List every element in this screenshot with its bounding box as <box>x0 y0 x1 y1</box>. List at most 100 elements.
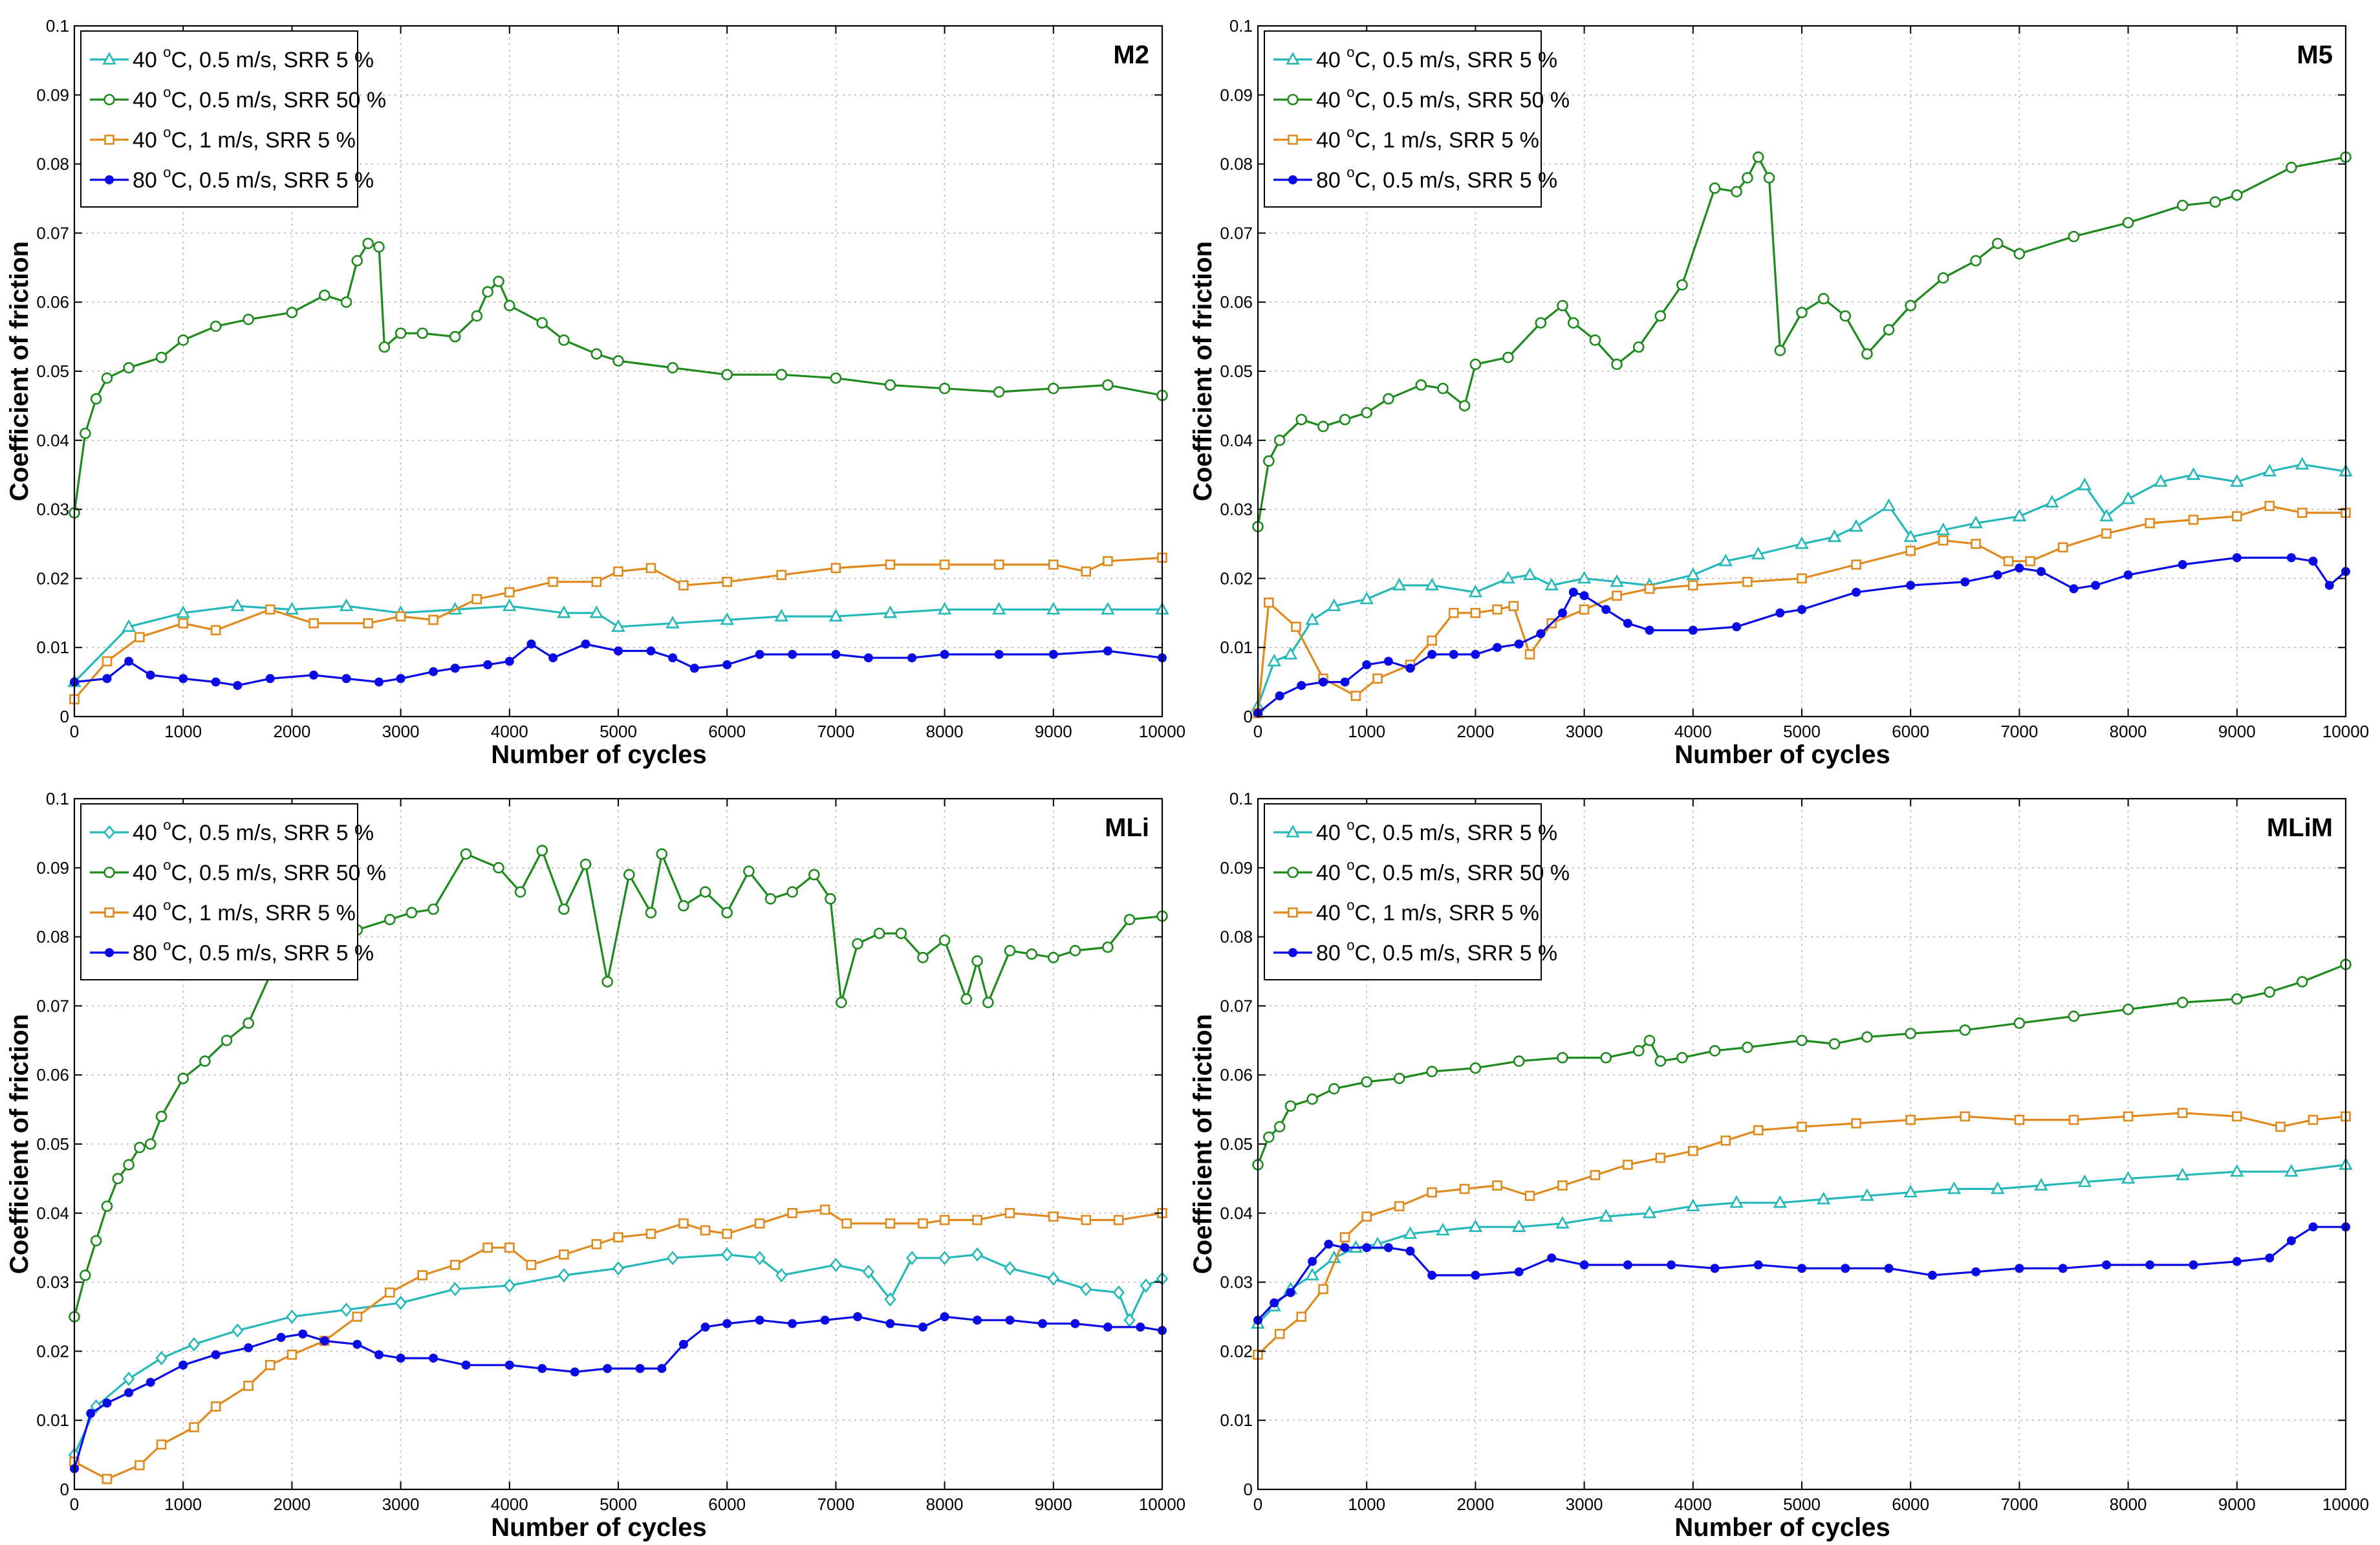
data-point <box>1860 1188 1874 1201</box>
data-point <box>830 1257 842 1272</box>
data-point <box>2232 553 2242 563</box>
data-point <box>341 674 351 684</box>
data-point <box>340 1302 352 1317</box>
data-point <box>416 327 429 340</box>
data-point <box>1971 539 1981 549</box>
legend-swatch-marker <box>1287 867 1299 878</box>
x-tick-label: 1000 <box>164 1495 202 1514</box>
data-point <box>146 670 155 680</box>
y-tick-label: 0.04 <box>36 1204 69 1223</box>
data-point <box>1688 580 1698 590</box>
data-point <box>1324 1239 1334 1249</box>
data-point <box>178 618 189 629</box>
series-line <box>1257 463 2346 707</box>
data-point <box>1508 601 1519 611</box>
data-point <box>721 1247 733 1262</box>
data-point <box>1991 237 2004 250</box>
data-point <box>1753 1125 1764 1136</box>
data-point <box>461 1360 471 1370</box>
data-point <box>286 307 298 319</box>
data-point <box>645 1229 656 1239</box>
y-tick-label: 0.06 <box>36 1065 69 1085</box>
data-point <box>1688 625 1698 635</box>
data-point <box>1449 649 1458 659</box>
data-point <box>2058 1264 2068 1273</box>
x-tick-label: 8000 <box>926 1495 964 1514</box>
data-point <box>1383 393 1394 405</box>
data-point <box>1709 182 1721 194</box>
data-point <box>1048 1211 1059 1222</box>
data-point <box>635 1364 645 1374</box>
legend-swatch-marker <box>1288 948 1297 957</box>
x-axis-title: Number of cycles <box>1674 740 1890 769</box>
data-point <box>1048 559 1059 570</box>
legend-swatch-marker <box>103 867 115 878</box>
data-point <box>960 993 973 1005</box>
data-point <box>2014 1114 2025 1125</box>
data-point <box>482 1242 493 1253</box>
data-point <box>362 237 374 250</box>
y-tick-label: 0.04 <box>1220 1204 1253 1223</box>
x-tick-label: 1000 <box>1348 722 1385 741</box>
data-point <box>918 1323 927 1332</box>
data-point <box>2013 248 2026 260</box>
data-point <box>2189 1260 2198 1269</box>
data-point <box>918 1218 928 1229</box>
data-point <box>2099 508 2114 522</box>
data-point <box>1763 172 1775 184</box>
data-point <box>2176 1167 2190 1180</box>
x-tick-label: 7000 <box>2000 1495 2038 1514</box>
data-point <box>1936 522 1951 535</box>
data-point <box>155 1110 168 1123</box>
series-2 <box>69 845 1168 1323</box>
data-point <box>1709 1045 1721 1057</box>
data-point <box>384 914 396 925</box>
x-tick-label: 9000 <box>2218 1495 2256 1514</box>
data-point <box>427 903 439 915</box>
data-point <box>483 660 493 669</box>
data-point <box>2012 508 2027 522</box>
data-point <box>1827 529 1842 543</box>
y-tick-label: 0.02 <box>1220 568 1253 588</box>
data-point <box>536 845 548 856</box>
data-point <box>2068 230 2080 243</box>
data-point <box>1752 151 1764 163</box>
data-point <box>591 1239 602 1249</box>
legend-label: 80 oC, 0.5 m/s, SRR 5 % <box>1316 164 1557 193</box>
data-point <box>1612 590 1622 601</box>
data-point <box>721 369 733 381</box>
legend-swatch-marker <box>1286 825 1300 837</box>
legend: 40 oC, 0.5 m/s, SRR 5 % 40 oC, 0.5 m/s, S… <box>80 803 386 980</box>
data-point <box>1004 1208 1015 1218</box>
data-point <box>395 327 407 340</box>
data-point <box>1751 546 1766 559</box>
data-point <box>590 348 603 360</box>
x-tick-label: 9000 <box>1035 722 1072 741</box>
data-point <box>102 1398 112 1408</box>
data-point <box>788 1319 797 1328</box>
data-point <box>2297 508 2308 518</box>
data-point <box>1555 1216 1570 1229</box>
data-point <box>429 1354 438 1363</box>
x-tick-label: 9000 <box>2218 722 2256 741</box>
data-point <box>102 1474 113 1484</box>
data-point <box>1654 1055 1667 1067</box>
data-point <box>2037 567 2046 576</box>
data-point <box>1839 310 1852 322</box>
data-point <box>1903 1185 1918 1198</box>
data-point <box>1471 649 1480 659</box>
data-point <box>1623 1260 1632 1269</box>
data-point <box>1361 1211 1372 1222</box>
data-point <box>395 611 406 621</box>
data-point <box>471 594 482 605</box>
x-tick-label: 6000 <box>708 722 746 741</box>
data-point <box>1970 255 1982 266</box>
data-point <box>820 1315 830 1325</box>
data-point <box>831 649 841 659</box>
data-point <box>199 1055 211 1067</box>
series-line <box>1257 504 2346 713</box>
data-point <box>1969 515 1983 528</box>
data-point <box>841 1218 852 1229</box>
data-point <box>1081 1215 1092 1226</box>
data-point <box>1579 1260 1589 1269</box>
